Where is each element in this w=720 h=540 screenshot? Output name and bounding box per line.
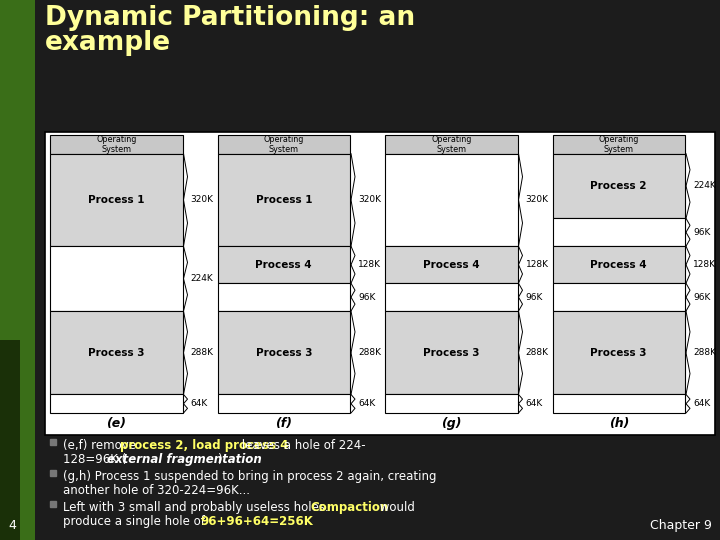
Text: Operating
System: Operating System: [598, 134, 639, 154]
Text: 64K: 64K: [358, 399, 375, 408]
Text: Process 3: Process 3: [423, 348, 480, 358]
Text: 96+96+64=256K: 96+96+64=256K: [200, 515, 313, 528]
Text: Operating
System: Operating System: [264, 134, 304, 154]
Bar: [50, 394, 182, 413]
Text: 288K: 288K: [693, 348, 716, 357]
Text: 320K: 320K: [191, 195, 214, 204]
Text: produce a single hole of: produce a single hole of: [63, 515, 209, 528]
Text: 64K: 64K: [526, 399, 543, 408]
Text: 96K: 96K: [693, 228, 711, 237]
Text: 128K: 128K: [526, 260, 549, 269]
Text: 128K: 128K: [358, 260, 381, 269]
Text: 96K: 96K: [693, 293, 711, 302]
Text: Process 4: Process 4: [590, 260, 647, 270]
Text: (h): (h): [608, 417, 629, 430]
Bar: [50, 311, 182, 394]
Text: would: would: [376, 501, 415, 514]
Text: 320K: 320K: [358, 195, 381, 204]
Text: (e): (e): [107, 417, 126, 430]
Bar: [552, 135, 685, 153]
Text: 288K: 288K: [358, 348, 381, 357]
Bar: [50, 135, 182, 153]
Text: Process 2: Process 2: [590, 181, 647, 191]
Text: (e,f) remove: (e,f) remove: [63, 439, 140, 452]
Text: 64K: 64K: [693, 399, 710, 408]
Bar: [217, 311, 350, 394]
Polygon shape: [0, 340, 20, 540]
Text: (g,h) Process 1 suspended to bring in process 2 again, creating: (g,h) Process 1 suspended to bring in pr…: [63, 470, 436, 483]
Text: Operating
System: Operating System: [431, 134, 472, 154]
Text: 128=96K (: 128=96K (: [63, 453, 126, 466]
Bar: [50, 246, 182, 311]
Text: Dynamic Partitioning: an: Dynamic Partitioning: an: [45, 5, 415, 31]
Text: 288K: 288K: [526, 348, 549, 357]
Text: Process 1: Process 1: [256, 195, 312, 205]
Bar: [552, 394, 685, 413]
Bar: [385, 311, 518, 394]
Text: process 2, load process 4: process 2, load process 4: [120, 439, 289, 452]
Bar: [385, 246, 518, 284]
Text: ): ): [217, 453, 222, 466]
Bar: [385, 284, 518, 311]
Bar: [217, 394, 350, 413]
Bar: [50, 439, 56, 445]
Text: Operating
System: Operating System: [96, 134, 136, 154]
Text: example: example: [45, 30, 171, 56]
Text: external fragmentation: external fragmentation: [107, 453, 262, 466]
Bar: [45, 132, 715, 435]
Bar: [385, 153, 518, 246]
Bar: [217, 135, 350, 153]
Bar: [552, 284, 685, 311]
Bar: [552, 218, 685, 246]
Text: 224K: 224K: [693, 181, 716, 191]
Bar: [50, 153, 182, 246]
Text: Chapter 9: Chapter 9: [650, 519, 712, 532]
Text: Left with 3 small and probably useless holes.: Left with 3 small and probably useless h…: [63, 501, 333, 514]
Text: 64K: 64K: [191, 399, 208, 408]
Bar: [50, 501, 56, 507]
Text: Process 3: Process 3: [88, 348, 145, 358]
Text: 4: 4: [8, 519, 16, 532]
Polygon shape: [0, 0, 35, 540]
Bar: [217, 284, 350, 311]
Text: Process 3: Process 3: [590, 348, 647, 358]
Text: (g): (g): [441, 417, 462, 430]
Bar: [217, 246, 350, 284]
Text: 288K: 288K: [191, 348, 214, 357]
Text: 224K: 224K: [191, 274, 213, 283]
Text: (f): (f): [275, 417, 292, 430]
Bar: [385, 394, 518, 413]
Text: Process 4: Process 4: [256, 260, 312, 270]
Text: leaves a hole of 224-: leaves a hole of 224-: [238, 439, 366, 452]
Text: another hole of 320-224=96K...: another hole of 320-224=96K...: [63, 484, 250, 497]
Text: Process 1: Process 1: [88, 195, 145, 205]
Text: 96K: 96K: [358, 293, 375, 302]
Bar: [552, 153, 685, 218]
Bar: [385, 135, 518, 153]
Bar: [552, 311, 685, 394]
Bar: [552, 246, 685, 284]
Bar: [217, 153, 350, 246]
Text: 320K: 320K: [526, 195, 549, 204]
Text: Process 3: Process 3: [256, 348, 312, 358]
Text: 96K: 96K: [526, 293, 543, 302]
Text: Compaction: Compaction: [310, 501, 388, 514]
Text: Process 4: Process 4: [423, 260, 480, 270]
Text: 128K: 128K: [693, 260, 716, 269]
Bar: [50, 470, 56, 476]
